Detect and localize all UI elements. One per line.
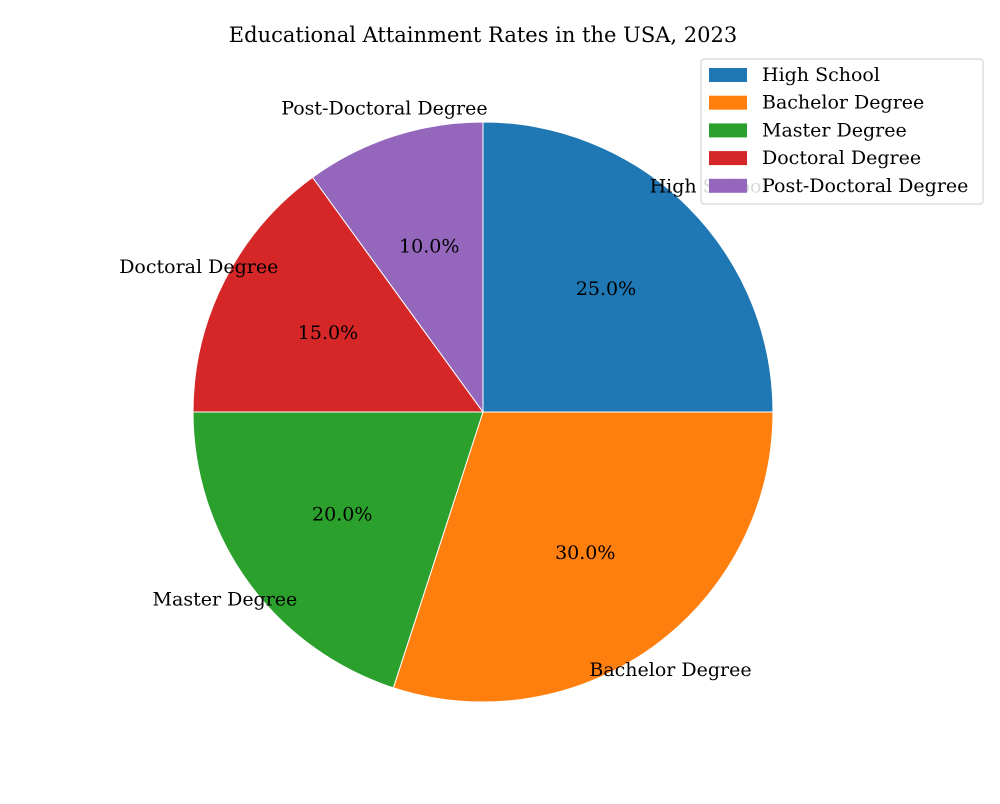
legend-label-bachelor-degree: Bachelor Degree <box>762 92 924 114</box>
legend-label-doctoral-degree: Doctoral Degree <box>762 147 921 169</box>
pie-slice-doctoral-degree <box>192 176 484 413</box>
pie-value-label-doctoral-degree: 15.0% <box>298 322 358 344</box>
pie-slice-high-school <box>482 121 774 413</box>
chart-title: Educational Attainment Rates in the USA,… <box>229 23 737 47</box>
slices-layer <box>192 121 774 703</box>
pie-value-label-high-school: 25.0% <box>576 278 636 300</box>
legend-label-high-school: High School <box>762 64 880 86</box>
pie-slice-master-degree <box>192 411 484 689</box>
legend-swatch-post-doctoral-degree <box>709 178 747 193</box>
legend-label-master-degree: Master Degree <box>762 119 907 141</box>
pie-category-label-bachelor-degree: Bachelor Degree <box>589 659 751 681</box>
pie-category-label-post-doctoral-degree: Post-Doctoral Degree <box>281 98 487 120</box>
legend-swatch-master-degree <box>709 123 747 138</box>
legend: High School Bachelor Degree Master Degree D… <box>700 58 984 205</box>
pie-slice-bachelor-degree <box>392 411 774 703</box>
legend-frame <box>700 58 984 205</box>
pie-value-label-post-doctoral-degree: 10.0% <box>399 236 459 258</box>
legend-swatch-bachelor-degree <box>709 95 747 110</box>
pie-slice-post-doctoral-degree <box>311 121 484 414</box>
pie-category-label-doctoral-degree: Doctoral Degree <box>119 256 278 278</box>
pie-category-label-master-degree: Master Degree <box>153 589 298 611</box>
legend-swatch-high-school <box>709 68 747 82</box>
pie-value-label-master-degree: 20.0% <box>312 503 372 525</box>
pie-value-label-bachelor-degree: 30.0% <box>555 542 615 564</box>
legend-swatch-doctoral-degree <box>709 151 747 166</box>
legend-label-post-doctoral-degree: Post-Doctoral Degree <box>762 175 968 197</box>
